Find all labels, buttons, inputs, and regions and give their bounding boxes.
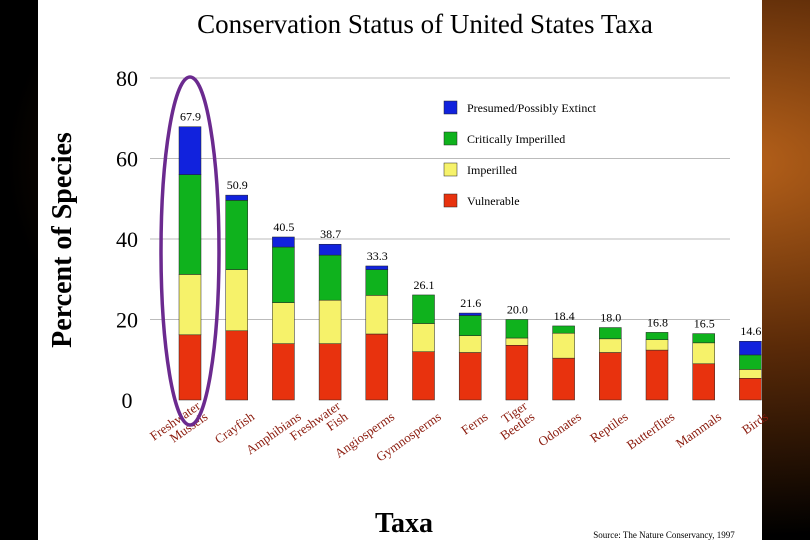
legend-label: Imperilled xyxy=(467,163,517,177)
chart-title: Conservation Status of United States Tax… xyxy=(197,9,653,39)
bar-segment xyxy=(412,294,435,324)
bar-segment xyxy=(692,363,715,401)
legend-swatch xyxy=(443,100,458,115)
y-axis-ticks: 0 20 40 60 80 xyxy=(116,66,138,413)
y-tick-label: 80 xyxy=(116,66,138,91)
total-labels: 67.9 50.9 40.5 38.7 33.3 26.1 21.6 20.0 18.4 18.0… xyxy=(180,110,761,339)
total-label: 20.0 xyxy=(507,303,528,317)
bar-segment xyxy=(458,335,482,353)
total-label: 26.1 xyxy=(414,278,435,292)
total-label: 21.6 xyxy=(460,296,481,310)
bar-segment xyxy=(225,194,248,201)
bar-stacks xyxy=(178,126,762,401)
y-axis-title: Percent of Species xyxy=(47,132,78,348)
highlight-ellipse xyxy=(159,75,221,427)
bar-segment xyxy=(365,265,389,270)
bar-segment xyxy=(318,343,342,401)
y-tick-label: 60 xyxy=(116,147,138,172)
bar-segment xyxy=(178,334,202,401)
slide-frame xyxy=(38,0,762,540)
bar-segment xyxy=(272,236,295,248)
legend: Presumed/Possibly Extinct Critically Impe… xyxy=(443,100,597,208)
x-tick-label: Butterflies xyxy=(624,409,678,453)
bar-segment xyxy=(365,295,389,335)
x-tick-label-line: Birds xyxy=(739,409,771,437)
bar-segment xyxy=(645,349,669,401)
x-tick-label-line: Butterflies xyxy=(624,409,678,453)
total-label: 16.5 xyxy=(694,317,715,331)
total-label: 38.7 xyxy=(320,227,341,241)
bar-segment xyxy=(458,352,482,401)
y-tick-label: 40 xyxy=(116,227,138,252)
bar-segment xyxy=(178,174,202,275)
total-label: 33.3 xyxy=(367,249,388,263)
total-label: 67.9 xyxy=(180,110,201,124)
bar-segment xyxy=(599,338,622,353)
bar-segment xyxy=(318,243,342,256)
legend-label: Vulnerable xyxy=(467,194,520,208)
bar-segment xyxy=(458,315,482,336)
bar-segment xyxy=(272,246,295,303)
bar-segment xyxy=(739,354,762,370)
total-label: 18.4 xyxy=(554,309,575,323)
x-axis-title: Taxa xyxy=(375,508,433,539)
source-note: Source: The Nature Conservancy, 1997 xyxy=(593,530,735,540)
bar-segment xyxy=(599,327,622,340)
legend-swatch xyxy=(443,162,458,177)
bar-segment xyxy=(318,254,342,301)
bar-segment xyxy=(645,332,669,340)
y-tick-label: 20 xyxy=(116,308,138,333)
total-label: 40.5 xyxy=(273,220,294,234)
bar-segment xyxy=(225,269,248,332)
total-label: 16.8 xyxy=(647,315,668,329)
total-label: 14.6 xyxy=(740,324,761,338)
legend-swatch xyxy=(443,131,458,146)
legend-label: Critically Imperilled xyxy=(467,132,565,146)
bar-segment xyxy=(365,333,389,401)
bar-segment xyxy=(458,312,482,316)
bar-segment xyxy=(178,126,202,175)
bar-segment xyxy=(599,352,622,401)
total-label: 50.9 xyxy=(227,178,248,192)
bar-segment xyxy=(365,269,389,296)
bar-segment xyxy=(739,378,762,401)
bar-segment xyxy=(178,274,202,336)
bar-segment xyxy=(692,342,715,365)
bar-segment xyxy=(552,357,575,401)
bar-segment xyxy=(739,340,762,356)
bar-segment xyxy=(645,339,669,351)
x-tick-label: Birds xyxy=(739,409,771,437)
bar-segment xyxy=(225,330,248,401)
bar-segment xyxy=(505,337,529,346)
bar-segment xyxy=(692,333,715,344)
bar-segment xyxy=(272,302,295,344)
legend-swatch xyxy=(443,193,458,208)
x-tick-label: Mammals xyxy=(673,409,724,451)
bar-segment xyxy=(225,200,248,270)
x-tick-label-line: Ferns xyxy=(458,409,490,438)
bar-segment xyxy=(505,319,529,339)
bar-segment xyxy=(318,299,342,344)
x-tick-label: Ferns xyxy=(458,409,490,438)
x-tick-label-line: Odonates xyxy=(535,409,584,449)
bar-segment xyxy=(552,332,575,359)
bar-segment xyxy=(505,345,529,401)
bar-segment xyxy=(552,325,575,334)
x-tick-label-line: Mammals xyxy=(673,409,724,451)
bar-segment xyxy=(272,343,295,401)
bar-segment xyxy=(412,323,435,352)
legend-label: Presumed/Possibly Extinct xyxy=(467,101,597,115)
x-tick-label: Odonates xyxy=(535,409,584,449)
total-label: 18.0 xyxy=(600,311,621,325)
bar-segment xyxy=(412,351,435,401)
bar-segment xyxy=(739,369,762,379)
y-tick-label: 0 xyxy=(122,388,133,413)
